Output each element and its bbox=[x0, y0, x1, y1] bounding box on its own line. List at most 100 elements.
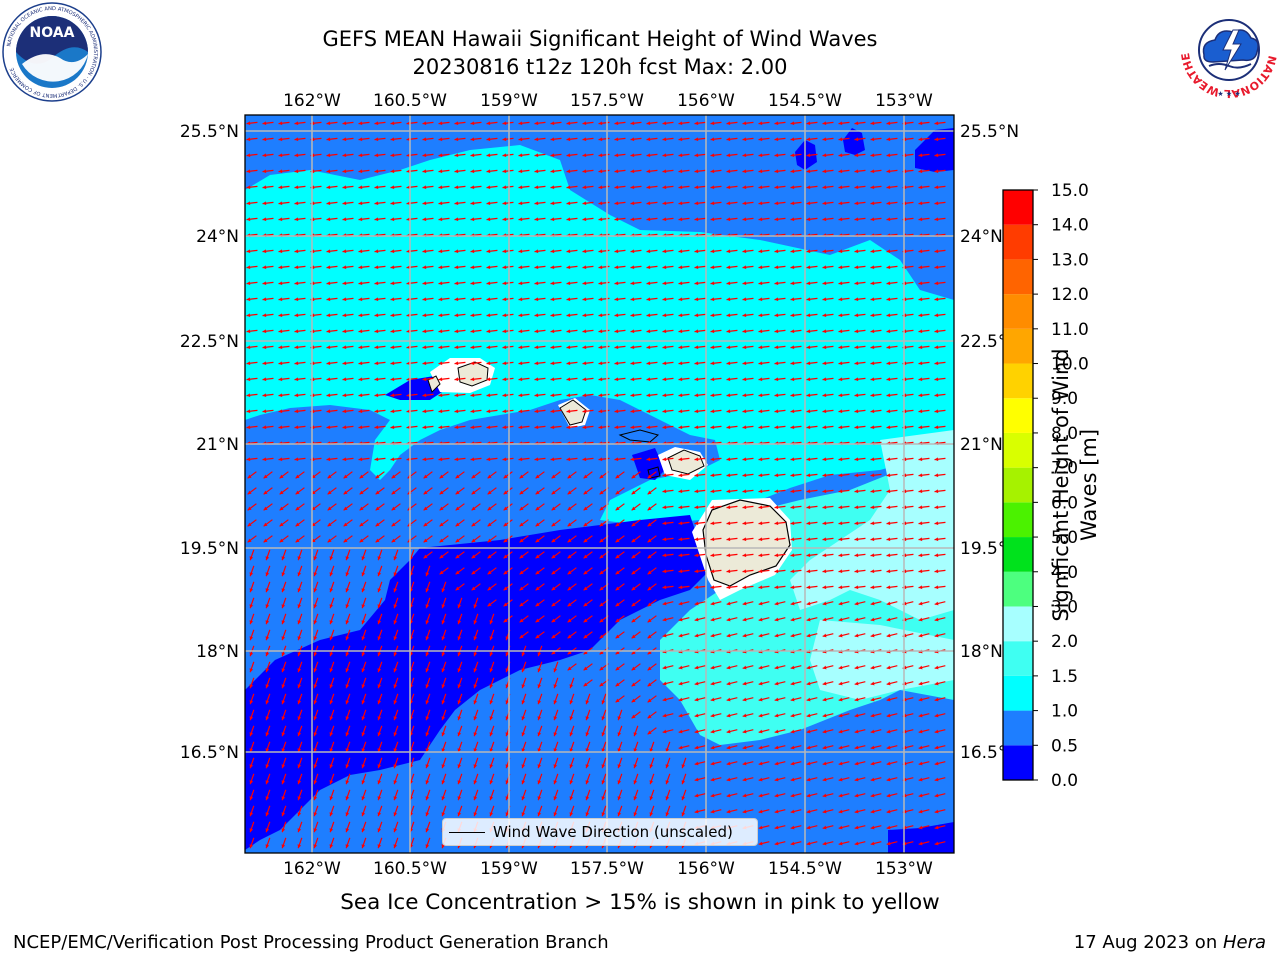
wave-direction-arrow bbox=[551, 503, 561, 511]
wave-direction-arrow bbox=[425, 629, 431, 641]
colorbar-tick-label: 4.0 bbox=[1051, 563, 1078, 583]
wave-direction-arrow bbox=[646, 265, 658, 270]
wave-direction-arrow bbox=[774, 265, 786, 270]
wave-direction-arrow bbox=[918, 585, 930, 590]
wave-direction-arrow bbox=[345, 805, 351, 817]
island-molokai bbox=[618, 429, 660, 443]
wave-direction-arrow bbox=[758, 681, 770, 686]
wave-direction-arrow bbox=[326, 345, 338, 350]
wave-direction-arrow bbox=[870, 329, 882, 334]
wave-direction-arrow bbox=[854, 153, 866, 158]
wave-direction-arrow bbox=[422, 185, 434, 190]
wave-direction-arrow bbox=[886, 841, 898, 846]
wave-direction-arrow bbox=[918, 249, 930, 254]
wave-direction-arrow bbox=[617, 805, 623, 817]
wave-direction-arrow bbox=[566, 409, 578, 414]
wave-direction-arrow bbox=[342, 201, 354, 206]
wave-direction-arrow bbox=[550, 265, 562, 270]
wave-direction-arrow bbox=[343, 471, 353, 479]
wave-direction-arrow bbox=[534, 249, 546, 254]
wave-direction-arrow bbox=[503, 503, 513, 511]
wave-direction-arrow bbox=[614, 361, 626, 366]
wave-direction-arrow bbox=[326, 249, 338, 254]
wave-direction-arrow bbox=[790, 601, 802, 606]
wave-direction-arrow bbox=[582, 361, 594, 366]
wave-direction-arrow bbox=[774, 185, 786, 190]
wave-direction-arrow bbox=[566, 249, 578, 254]
wave-direction-arrow bbox=[710, 793, 722, 798]
wave-direction-arrow bbox=[615, 679, 625, 687]
wave-direction-arrow bbox=[615, 567, 625, 575]
wave-direction-arrow bbox=[774, 489, 786, 494]
wave-direction-arrow bbox=[423, 535, 433, 543]
wave-direction-arrow bbox=[471, 519, 481, 527]
wave-direction-arrow bbox=[790, 841, 802, 846]
wave-direction-arrow bbox=[441, 613, 447, 625]
wave-direction-arrow bbox=[391, 535, 401, 543]
wave-direction-arrow bbox=[262, 137, 274, 142]
wave-direction-arrow bbox=[710, 281, 722, 286]
wave-direction-arrow bbox=[297, 789, 303, 801]
wave-direction-arrow bbox=[631, 631, 641, 639]
wave-direction-arrow bbox=[441, 757, 447, 769]
wave-direction-arrow bbox=[646, 377, 658, 382]
wave-direction-arrow bbox=[294, 281, 306, 286]
wave-direction-arrow bbox=[678, 713, 690, 718]
wave-direction-arrow bbox=[854, 265, 866, 270]
wave-direction-arrow bbox=[246, 297, 258, 302]
wave-direction-arrow bbox=[870, 409, 882, 414]
wave-direction-arrow bbox=[838, 761, 850, 766]
wave-direction-arrow bbox=[583, 519, 593, 527]
wave-direction-arrow bbox=[534, 313, 546, 318]
wave-direction-arrow bbox=[278, 377, 290, 382]
wave-direction-arrow bbox=[279, 487, 289, 495]
wave-direction-arrow bbox=[854, 809, 866, 814]
wave-direction-arrow bbox=[503, 535, 513, 543]
wave-direction-arrow bbox=[246, 425, 258, 430]
colorbar-segment bbox=[1003, 467, 1033, 503]
wave-direction-arrow bbox=[249, 677, 255, 689]
wave-direction-arrow bbox=[870, 761, 882, 766]
wave-direction-arrow bbox=[742, 793, 754, 798]
wave-direction-arrow bbox=[345, 837, 351, 849]
wave-direction-arrow bbox=[886, 457, 898, 462]
wave-direction-arrow bbox=[294, 345, 306, 350]
wave-direction-arrow bbox=[377, 629, 383, 641]
wave-direction-arrow bbox=[694, 409, 706, 414]
wave-direction-arrow bbox=[838, 409, 850, 414]
wave-direction-arrow bbox=[438, 345, 450, 350]
colorbar-tick-label: 14.0 bbox=[1051, 216, 1089, 236]
wave-direction-arrow bbox=[551, 599, 561, 607]
wave-direction-arrow bbox=[345, 757, 351, 769]
map-legend: Wind Wave Direction (unscaled) bbox=[442, 818, 758, 846]
wave-direction-arrow bbox=[470, 249, 482, 254]
wave-direction-arrow bbox=[329, 789, 335, 801]
wave-direction-arrow bbox=[457, 597, 463, 609]
wave-direction-arrow bbox=[662, 217, 674, 222]
wave-direction-arrow bbox=[313, 693, 319, 705]
wave-direction-arrow bbox=[870, 153, 882, 158]
wave-direction-arrow bbox=[631, 663, 641, 671]
wave-direction-arrow bbox=[886, 265, 898, 270]
wave-direction-arrow bbox=[886, 537, 898, 542]
wave-direction-arrow bbox=[297, 581, 303, 593]
wave-direction-arrow bbox=[249, 837, 255, 849]
wave-direction-arrow bbox=[870, 713, 882, 718]
wave-direction-arrow bbox=[710, 745, 722, 750]
wave-direction-arrow bbox=[694, 217, 706, 222]
wave-direction-arrow bbox=[359, 503, 369, 511]
wave-direction-arrow bbox=[425, 773, 431, 785]
wave-direction-arrow bbox=[519, 599, 529, 607]
wave-direction-arrow bbox=[390, 169, 402, 174]
wave-direction-arrow bbox=[329, 597, 335, 609]
wave-direction-arrow bbox=[489, 789, 495, 801]
wave-direction-arrow bbox=[438, 185, 450, 190]
map-plot-area bbox=[245, 115, 954, 853]
wave-direction-arrow bbox=[393, 693, 399, 705]
wave-direction-arrow bbox=[550, 185, 562, 190]
wave-direction-arrow bbox=[614, 297, 626, 302]
wave-direction-arrow bbox=[470, 217, 482, 222]
wave-direction-arrow bbox=[473, 677, 479, 689]
wave-direction-arrow bbox=[934, 393, 946, 398]
wave-direction-arrow bbox=[710, 393, 722, 398]
